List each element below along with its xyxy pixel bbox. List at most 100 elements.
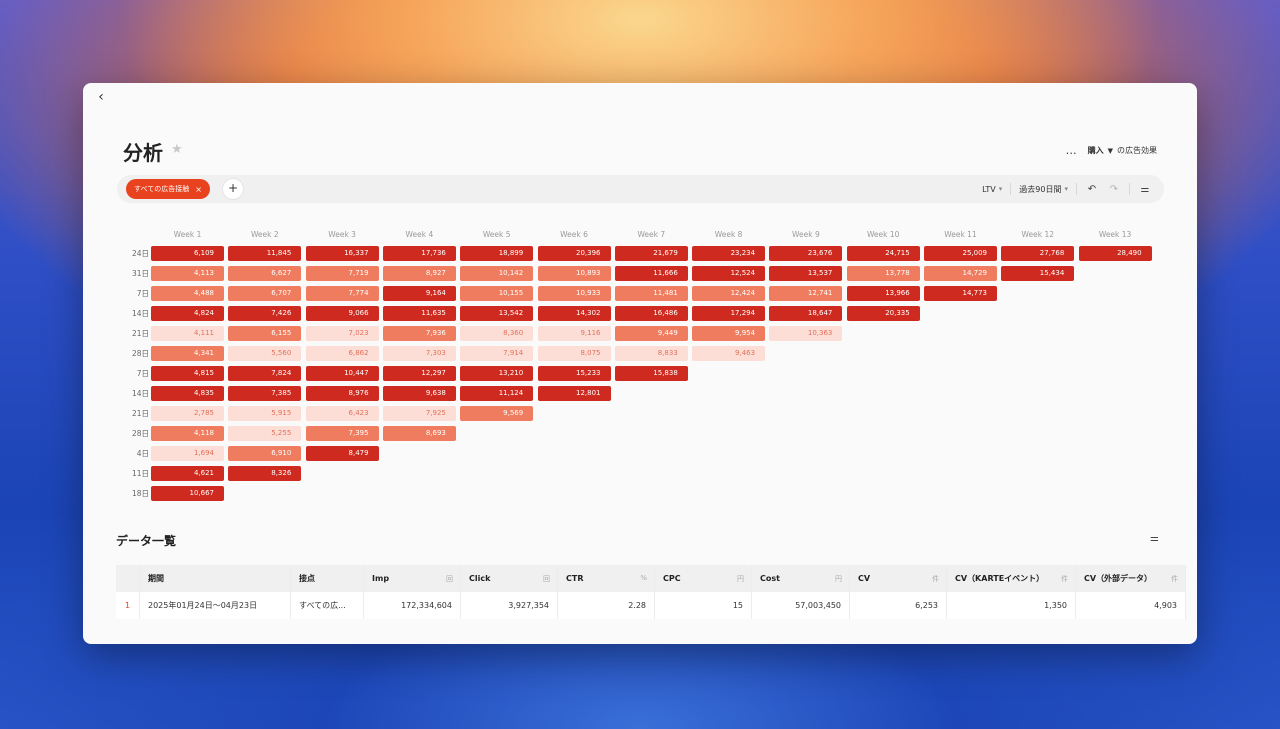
cohort-cell[interactable]: 6,155 (228, 326, 302, 341)
star-icon[interactable]: ★ (171, 142, 183, 157)
cohort-cell[interactable]: 7,925 (382, 406, 456, 421)
cohort-cell[interactable]: 17,294 (692, 306, 766, 321)
cohort-cell[interactable]: 7,395 (305, 426, 379, 441)
cohort-cell[interactable]: 7,914 (460, 346, 534, 361)
add-filter-button[interactable]: + (223, 179, 243, 199)
cohort-cell[interactable]: 11,635 (382, 306, 456, 321)
cohort-cell[interactable]: 27,768 (1001, 246, 1075, 261)
column-header[interactable]: 期間 (140, 565, 291, 592)
cohort-cell[interactable]: 8,833 (614, 346, 688, 361)
cohort-cell[interactable]: 15,233 (537, 366, 611, 381)
cohort-cell[interactable]: 7,719 (305, 266, 379, 281)
cohort-cell[interactable]: 13,537 (769, 266, 843, 281)
cohort-cell[interactable]: 10,893 (537, 266, 611, 281)
cohort-cell[interactable]: 10,933 (537, 286, 611, 301)
cohort-cell[interactable]: 14,302 (537, 306, 611, 321)
redo-icon[interactable]: ↷ (1109, 183, 1119, 195)
lens-selector[interactable]: LTV ▾ (982, 185, 1002, 194)
column-header[interactable]: Cost 円 (752, 565, 850, 592)
cohort-cell[interactable]: 12,297 (382, 366, 456, 381)
cohort-cell[interactable]: 2,785 (151, 406, 224, 421)
cohort-cell[interactable]: 17,736 (382, 246, 456, 261)
cohort-cell[interactable]: 4,815 (151, 366, 224, 381)
cohort-cell[interactable]: 10,667 (151, 486, 224, 501)
column-header[interactable]: Imp 回 (364, 565, 461, 592)
cohort-cell[interactable]: 13,966 (846, 286, 920, 301)
cohort-cell[interactable]: 4,111 (151, 326, 224, 341)
cohort-cell[interactable]: 11,481 (614, 286, 688, 301)
cohort-cell[interactable]: 10,363 (769, 326, 843, 341)
cohort-cell[interactable]: 9,954 (692, 326, 766, 341)
cohort-cell[interactable]: 12,524 (692, 266, 766, 281)
column-header[interactable]: CTR% (558, 565, 655, 592)
cohort-cell[interactable]: 24,715 (846, 246, 920, 261)
cohort-cell[interactable]: 7,936 (382, 326, 456, 341)
cohort-cell[interactable]: 11,124 (460, 386, 534, 401)
cohort-cell[interactable]: 11,845 (228, 246, 302, 261)
cohort-cell[interactable]: 8,326 (228, 466, 302, 481)
cohort-cell[interactable]: 12,801 (537, 386, 611, 401)
cohort-cell[interactable]: 4,824 (151, 306, 224, 321)
cohort-cell[interactable]: 8,693 (382, 426, 456, 441)
cohort-cell[interactable]: 21,679 (614, 246, 688, 261)
column-header[interactable]: CV（KARTEイベント） 件 (947, 565, 1076, 592)
cohort-cell[interactable]: 8,927 (382, 266, 456, 281)
cohort-cell[interactable]: 11,666 (614, 266, 688, 281)
cohort-cell[interactable]: 7,303 (382, 346, 456, 361)
cohort-cell[interactable]: 4,621 (151, 466, 224, 481)
cohort-cell[interactable]: 6,862 (305, 346, 379, 361)
cohort-cell[interactable]: 13,210 (460, 366, 534, 381)
cohort-cell[interactable]: 13,542 (460, 306, 534, 321)
cohort-cell[interactable]: 23,676 (769, 246, 843, 261)
cohort-cell[interactable]: 16,337 (305, 246, 379, 261)
column-header[interactable]: CV 件 (850, 565, 947, 592)
cohort-cell[interactable]: 15,838 (614, 366, 688, 381)
cohort-cell[interactable]: 7,824 (228, 366, 302, 381)
cohort-cell[interactable]: 10,155 (460, 286, 534, 301)
cohort-cell[interactable]: 10,447 (305, 366, 379, 381)
column-header[interactable]: 接点 (291, 565, 364, 592)
cohort-cell[interactable]: 9,638 (382, 386, 456, 401)
cohort-cell[interactable]: 7,385 (228, 386, 302, 401)
cohort-cell[interactable]: 9,164 (382, 286, 456, 301)
cohort-cell[interactable]: 8,479 (305, 446, 379, 461)
cohort-cell[interactable]: 7,023 (305, 326, 379, 341)
chevron-left-icon[interactable]: ‹ (98, 89, 104, 105)
cohort-cell[interactable]: 18,899 (460, 246, 534, 261)
cohort-cell[interactable]: 12,424 (692, 286, 766, 301)
cohort-cell[interactable]: 4,835 (151, 386, 224, 401)
cohort-cell[interactable]: 5,915 (228, 406, 302, 421)
cohort-cell[interactable]: 6,423 (305, 406, 379, 421)
cohort-cell[interactable]: 6,109 (151, 246, 224, 261)
cohort-cell[interactable]: 6,707 (228, 286, 302, 301)
cohort-cell[interactable]: 4,118 (151, 426, 224, 441)
cohort-cell[interactable]: 13,778 (846, 266, 920, 281)
column-header[interactable]: CV（外部データ） 件 (1076, 565, 1186, 592)
cohort-cell[interactable]: 8,075 (537, 346, 611, 361)
cohort-cell[interactable]: 25,009 (924, 246, 997, 261)
touchpoint-filter-chip[interactable]: すべての広告接触 × (126, 179, 210, 199)
undo-icon[interactable]: ↶ (1087, 183, 1097, 195)
cohort-cell[interactable]: 12,741 (769, 286, 843, 301)
cohort-cell[interactable]: 5,560 (228, 346, 302, 361)
cohort-cell[interactable]: 9,449 (614, 326, 688, 341)
cohort-cell[interactable]: 20,335 (846, 306, 920, 321)
cohort-cell[interactable]: 4,113 (151, 266, 224, 281)
cohort-cell[interactable]: 14,773 (924, 286, 997, 301)
period-selector[interactable]: 過去90日間 ▾ (1019, 184, 1068, 195)
sliders-icon[interactable]: ⚌ (1150, 533, 1159, 544)
cohort-cell[interactable]: 8,360 (460, 326, 534, 341)
cohort-cell[interactable]: 10,142 (460, 266, 534, 281)
cohort-cell[interactable]: 15,434 (1001, 266, 1075, 281)
metric-selector[interactable]: 購入 ▼ の広告効果 (1088, 145, 1157, 156)
cohort-cell[interactable]: 9,463 (692, 346, 766, 361)
cohort-cell[interactable]: 4,488 (151, 286, 224, 301)
cohort-cell[interactable]: 14,729 (924, 266, 997, 281)
cohort-cell[interactable]: 6,627 (228, 266, 302, 281)
cohort-cell[interactable]: 18,647 (769, 306, 843, 321)
cohort-cell[interactable]: 5,255 (228, 426, 302, 441)
cohort-cell[interactable]: 28,490 (1078, 246, 1152, 261)
more-icon[interactable]: … (1065, 144, 1078, 157)
cohort-cell[interactable]: 1,694 (151, 446, 224, 461)
cohort-cell[interactable]: 4,341 (151, 346, 224, 361)
